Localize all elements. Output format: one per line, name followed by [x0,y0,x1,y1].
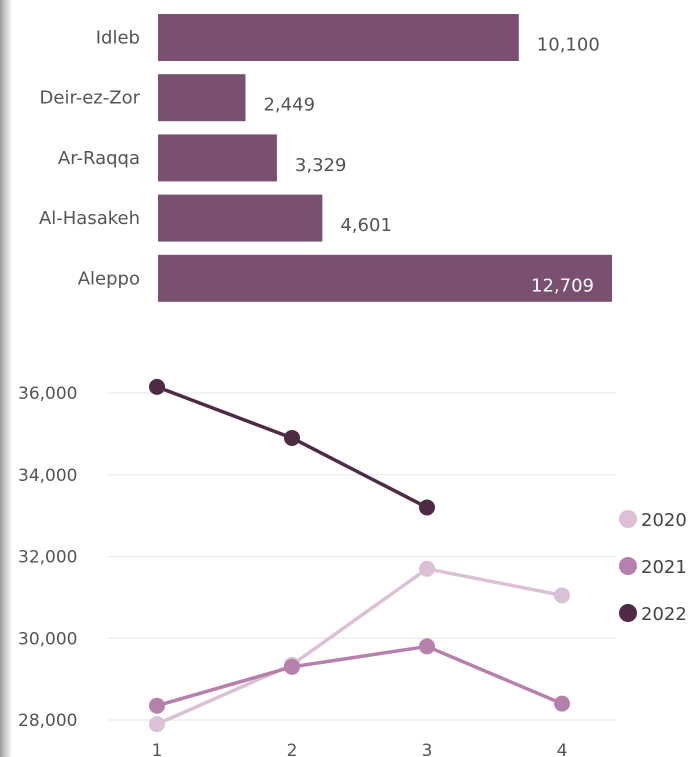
category-label: Al-Hasakeh [39,208,140,229]
data-label: 10,100 [537,35,600,56]
data-label: 2,449 [263,95,315,116]
y-tick-label: 36,000 [18,384,77,404]
y-tick-label: 34,000 [18,466,77,486]
data-point-2020 [149,716,165,733]
data-label: 3,329 [295,155,347,176]
series-line-2020 [155,567,564,726]
y-tick-label: 28,000 [18,711,77,731]
legend-entry: 2020 [641,510,687,531]
bar [158,14,519,61]
left-edge-shadow [0,0,12,757]
category-label: Deir-ez-Zor [40,88,141,109]
y-tick-label: 30,000 [18,629,77,649]
data-point-2022 [419,499,435,516]
line-chart: 28,000 30,000 32,000 34,000 36,000 1 2 3 4 2020 20… [18,378,687,757]
legend-marker [619,510,637,528]
x-tick-label: 3 [422,741,433,757]
data-label: 12,709 [531,275,594,296]
data-point-2020 [419,560,435,577]
bar-chart: Idleb 10,100 Deir-ez-Zor 2,449 Ar-Raqqa 3,329… [39,14,612,302]
x-tick-label: 1 [152,741,163,757]
data-point-2021 [149,697,165,714]
legend-marker [619,604,637,622]
series-line-2021 [155,644,564,708]
legend-entry: 2021 [641,557,687,578]
category-label: Ar-Raqqa [58,148,140,169]
bar [158,134,277,182]
bar [158,254,612,302]
legend-marker [619,557,637,575]
category-label: Idleb [96,28,140,49]
series-line-2022 [155,385,429,510]
data-point-2021 [284,658,300,675]
data-point-2021 [419,638,435,655]
data-point-2020 [554,587,570,604]
x-tick-label: 4 [557,741,568,757]
data-point-2022 [284,429,300,446]
x-tick-label: 2 [287,741,298,757]
data-label: 4,601 [340,215,392,236]
legend-entry: 2022 [641,604,687,625]
bar [158,74,246,122]
data-point-2022 [149,378,165,395]
data-point-2021 [554,695,570,712]
y-tick-label: 32,000 [18,548,77,568]
category-label: Aleppo [78,268,140,289]
bar [158,194,323,242]
